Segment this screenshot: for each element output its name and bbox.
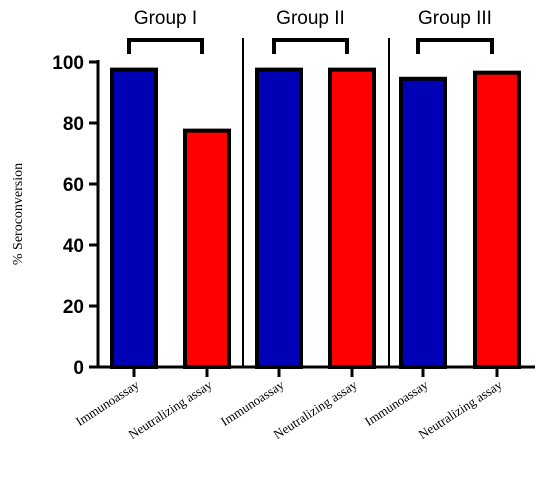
bar-immunoassay-group-3 [399,76,447,370]
group-bracket [416,38,494,54]
y-tick-label: 100 [52,53,84,74]
bar-neutralizing-assay-group-1 [183,128,231,369]
group-bracket [127,38,204,54]
group-label: Group II [276,8,345,29]
bar-immunoassay-group-2 [255,67,303,369]
x-tick-label: Immunoassay [362,377,431,429]
y-tick-label: 40 [63,236,84,257]
group-label: Group I [134,8,197,29]
x-tick-label: Neutralizing assay [416,377,505,442]
bar-neutralizing-assay-group-2 [328,67,376,369]
y-tick-label: 60 [63,175,84,196]
group-label: Group III [418,8,492,29]
y-tick-label: 80 [63,114,84,135]
y-axis-label: % Seroconversion [11,163,26,265]
bar-neutralizing-assay-group-3 [473,70,521,370]
bar-immunoassay-group-1 [110,67,158,369]
y-tick-label: 20 [63,297,84,318]
x-tick-label: Immunoassay [218,377,287,429]
x-tick-label: Immunoassay [73,377,142,429]
y-tick-label: 0 [73,358,84,379]
group-bracket [272,38,349,54]
